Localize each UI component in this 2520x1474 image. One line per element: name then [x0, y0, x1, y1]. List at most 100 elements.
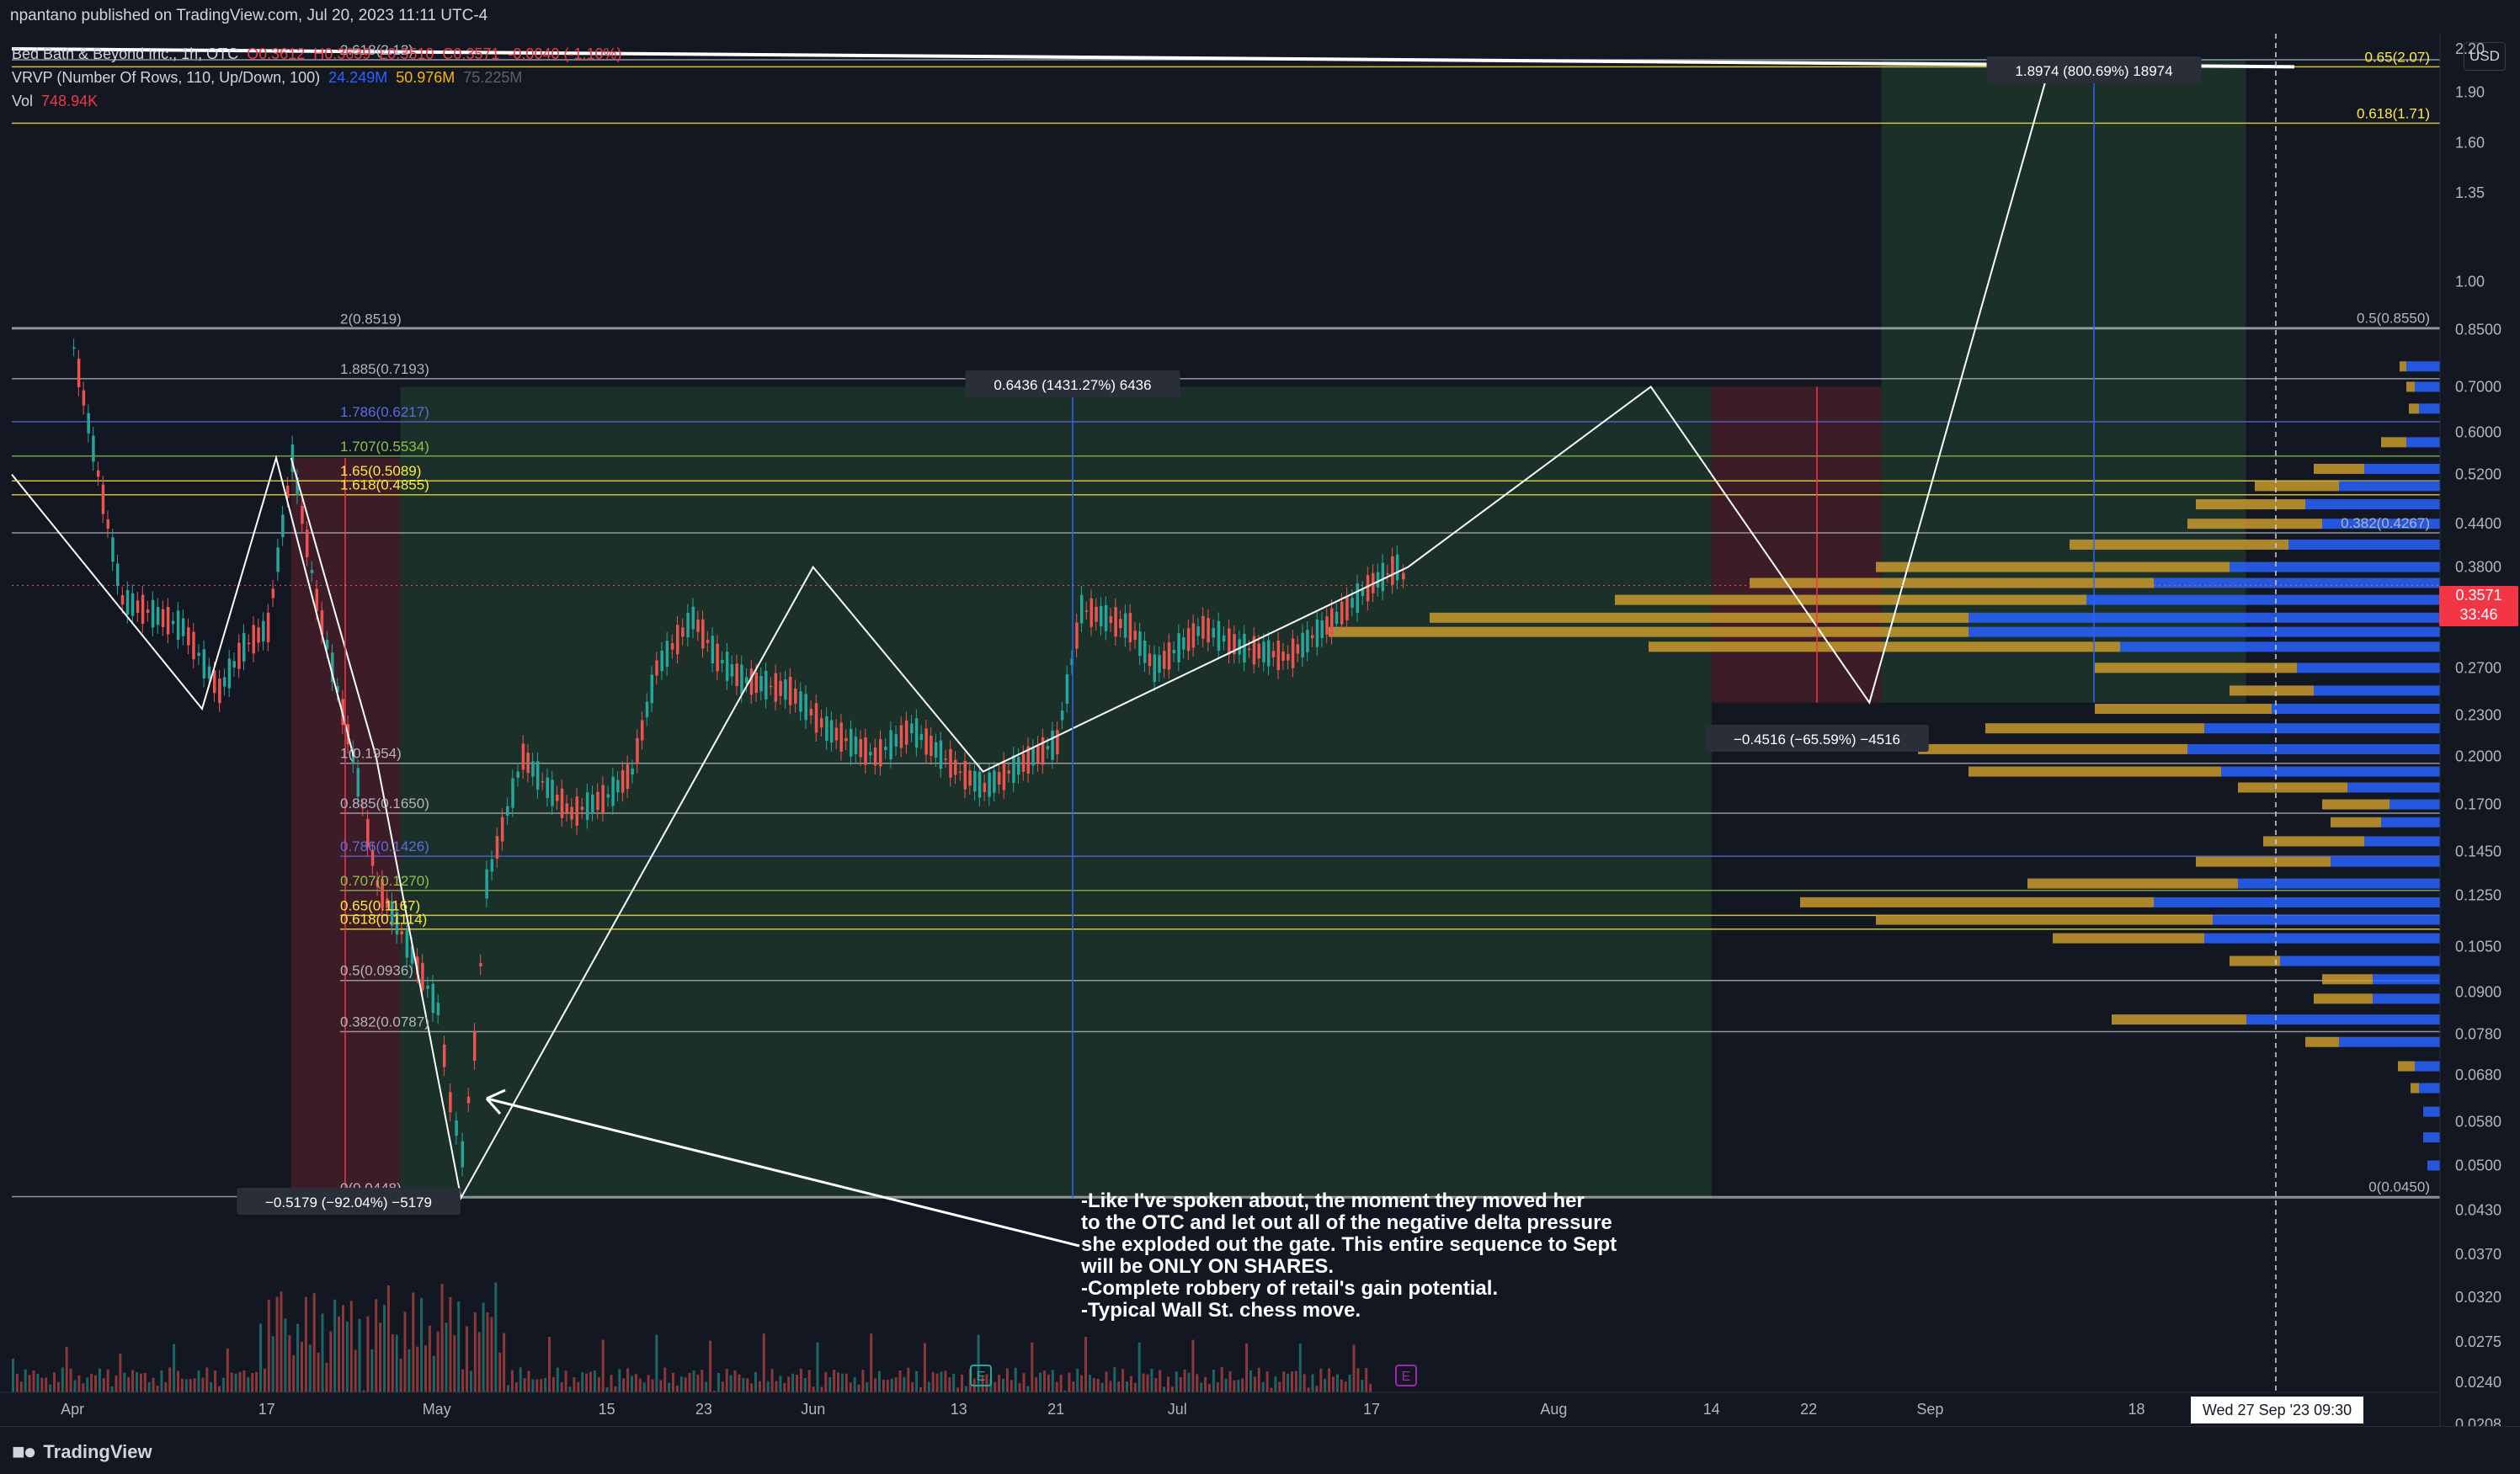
candle-body — [479, 963, 482, 966]
volume-bar — [12, 1359, 14, 1392]
volume-bar — [531, 1379, 535, 1392]
x-tick-label: 18 — [2128, 1401, 2144, 1418]
candle-body — [565, 803, 569, 813]
candle-body — [765, 671, 768, 700]
candle-body — [266, 612, 270, 642]
candle-body — [421, 962, 424, 991]
volume-bar — [631, 1376, 633, 1392]
volume-bar — [498, 1352, 502, 1392]
volume-bar — [837, 1372, 839, 1392]
y-tick-label: 0.0680 — [2455, 1067, 2501, 1083]
volume-profile-up — [2280, 955, 2440, 966]
volume-bar — [152, 1377, 155, 1392]
legend-vrvp-down: 50.976M — [396, 69, 456, 86]
volume-bar — [115, 1375, 118, 1392]
volume-bar — [362, 1390, 365, 1392]
volume-profile-down — [2406, 381, 2415, 392]
candle-body — [580, 806, 584, 810]
volume-bar — [1352, 1344, 1356, 1392]
candle-body — [449, 1092, 452, 1113]
candle-body — [601, 785, 605, 812]
volume-bar — [721, 1381, 724, 1392]
volume-bar — [1208, 1384, 1211, 1392]
y-tick-label: 1.00 — [2455, 273, 2485, 290]
y-tick-label: 0.0240 — [2455, 1374, 2501, 1391]
y-tick-label: 0.0320 — [2455, 1289, 2501, 1306]
volume-bar — [24, 1369, 27, 1392]
volume-bar — [799, 1368, 802, 1392]
candle-body — [111, 537, 115, 562]
volume-bar — [366, 1316, 370, 1392]
candle-body — [511, 778, 514, 808]
volume-bar — [882, 1380, 885, 1392]
x-tick-label: 17 — [1363, 1401, 1380, 1418]
volume-bar — [445, 1322, 448, 1392]
tradingview-logo[interactable]: ■● TradingView — [12, 1439, 152, 1465]
candle-body — [232, 661, 236, 668]
volume-bar — [931, 1371, 935, 1392]
y-tick-label: 1.60 — [2455, 135, 2485, 152]
candle-body — [370, 850, 375, 866]
volume-bar — [160, 1370, 163, 1392]
candle-body — [934, 742, 938, 758]
volume-bar — [201, 1377, 205, 1392]
volume-bar — [428, 1325, 431, 1392]
candle-body — [829, 720, 834, 743]
candle-body — [660, 650, 663, 672]
y-tick-label: 0.0208 — [2455, 1416, 2501, 1426]
candle-body — [1381, 562, 1385, 592]
candle-body — [386, 898, 389, 908]
volume-profile-down — [2331, 817, 2381, 827]
volume-profile-up — [2086, 594, 2440, 605]
x-tick-label: Jun — [801, 1401, 825, 1418]
volume-bar — [519, 1367, 522, 1392]
candle-body — [276, 547, 280, 572]
candle-body — [1016, 757, 1020, 775]
volume-bar — [1035, 1377, 1038, 1392]
candle-body — [640, 720, 644, 741]
candle-body — [1238, 639, 1241, 655]
y-tick-label: 1.35 — [2455, 184, 2485, 201]
volume-bar — [494, 1282, 498, 1392]
volume-bar — [964, 1386, 967, 1392]
candle-body — [814, 703, 818, 733]
volume-bar — [1051, 1370, 1054, 1392]
volume-bar — [1282, 1371, 1286, 1392]
candle-body — [72, 347, 76, 349]
volume-profile-down — [2400, 361, 2406, 372]
candle-body — [1119, 619, 1122, 629]
currency-selector[interactable]: USD — [2464, 42, 2506, 71]
price-chart[interactable]: 2.618(2.12) 0.65(2.07) 0.618(1.71) 2(0.8519… — [0, 34, 2520, 1426]
x-tick-label: 23 — [695, 1401, 712, 1418]
volume-profile-up — [2120, 641, 2440, 652]
candle-body — [631, 768, 634, 775]
volume-bar — [812, 1386, 815, 1392]
candle-body — [315, 588, 318, 612]
candle-body — [187, 627, 190, 646]
volume-bar — [1076, 1368, 1079, 1392]
volume-bar — [1245, 1343, 1249, 1392]
volume-bar — [486, 1312, 489, 1392]
volume-profile-up — [2238, 878, 2440, 889]
volume-profile-up — [2373, 974, 2440, 985]
volume-bar — [853, 1377, 856, 1392]
volume-bar — [308, 1344, 312, 1392]
candle-body — [461, 1141, 465, 1168]
volume-bar — [338, 1316, 341, 1392]
volume-bar — [184, 1379, 188, 1392]
volume-bar — [1270, 1387, 1273, 1392]
volume-bar — [796, 1374, 798, 1392]
volume-bar — [807, 1370, 811, 1392]
candle-body — [1079, 594, 1084, 624]
volume-bar — [461, 1369, 465, 1392]
volume-bar — [263, 1368, 266, 1392]
candle-body — [296, 477, 299, 496]
volume-bar — [1179, 1377, 1182, 1392]
candle-body — [681, 627, 685, 637]
candle-body — [1233, 634, 1236, 655]
volume-bar — [1228, 1370, 1232, 1392]
volume-bar — [886, 1379, 889, 1392]
candle-body — [1148, 653, 1152, 667]
volume-bar — [49, 1384, 52, 1392]
candle-body — [1201, 615, 1205, 639]
